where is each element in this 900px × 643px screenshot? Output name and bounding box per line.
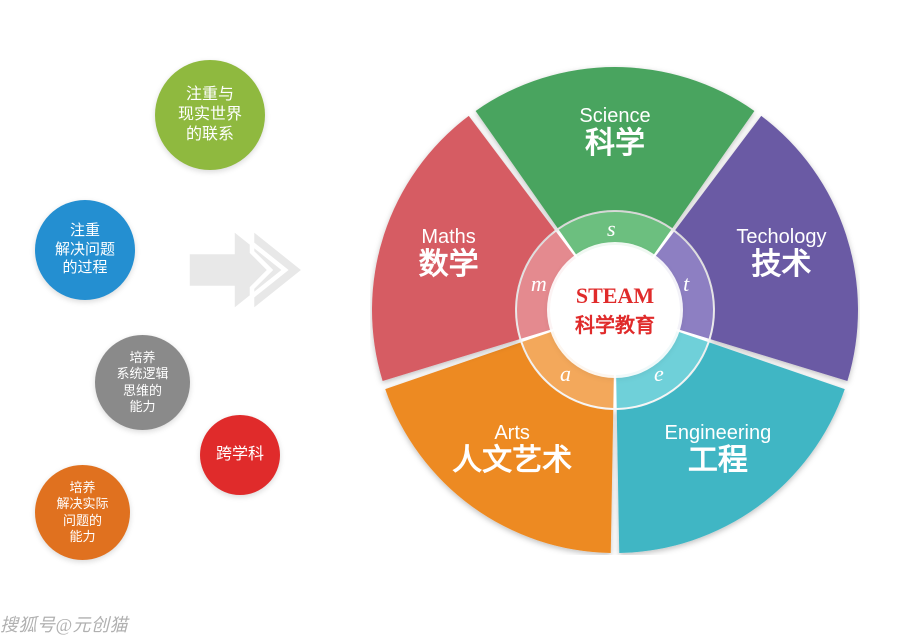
bubble-line: 注重与 xyxy=(178,85,242,105)
bubble-line: 现实世界 xyxy=(178,105,242,125)
inner-letter-science: s xyxy=(607,216,616,242)
bubble-line: 注重 xyxy=(55,222,115,241)
bubble-line: 解决问题 xyxy=(55,241,115,260)
bubble-b4: 跨学科 xyxy=(200,415,280,495)
bubble-line: 系统逻辑 xyxy=(116,366,168,382)
diagram-stage: 注重与现实世界的联系注重解决问题的过程培养系统逻辑思维的能力跨学科培养解决实际问… xyxy=(0,0,900,643)
steam-wheel: STEAM 科学教育 Science科学Techology技术Engineeri… xyxy=(370,65,860,555)
watermark: 搜狐号@元创猫 xyxy=(0,611,128,637)
bubble-b1: 注重与现实世界的联系 xyxy=(155,60,265,170)
bubble-line: 的过程 xyxy=(55,259,115,278)
inner-letter-engineering: e xyxy=(654,361,664,387)
bubble-line: 培养 xyxy=(116,350,168,366)
bubble-line: 跨学科 xyxy=(216,445,264,465)
bubble-line: 能力 xyxy=(116,399,168,415)
wheel-center: STEAM 科学教育 xyxy=(550,245,680,375)
inner-letter-maths: m xyxy=(531,271,547,297)
center-subtitle: 科学教育 xyxy=(575,309,655,338)
bubble-b3: 培养系统逻辑思维的能力 xyxy=(95,335,190,430)
bubble-line: 培养 xyxy=(56,480,108,496)
inner-letter-technology: t xyxy=(683,271,689,297)
bubble-line: 的联系 xyxy=(178,125,242,145)
bubble-line: 解决实际 xyxy=(56,496,108,512)
arrow-icon xyxy=(180,210,330,330)
center-title: STEAM xyxy=(576,283,654,309)
bubble-b5: 培养解决实际问题的能力 xyxy=(35,465,130,560)
bubble-line: 能力 xyxy=(56,529,108,545)
bubble-line: 问题的 xyxy=(56,513,108,529)
bubble-b2: 注重解决问题的过程 xyxy=(35,200,135,300)
inner-letter-arts: a xyxy=(560,361,571,387)
bubble-line: 思维的 xyxy=(116,383,168,399)
